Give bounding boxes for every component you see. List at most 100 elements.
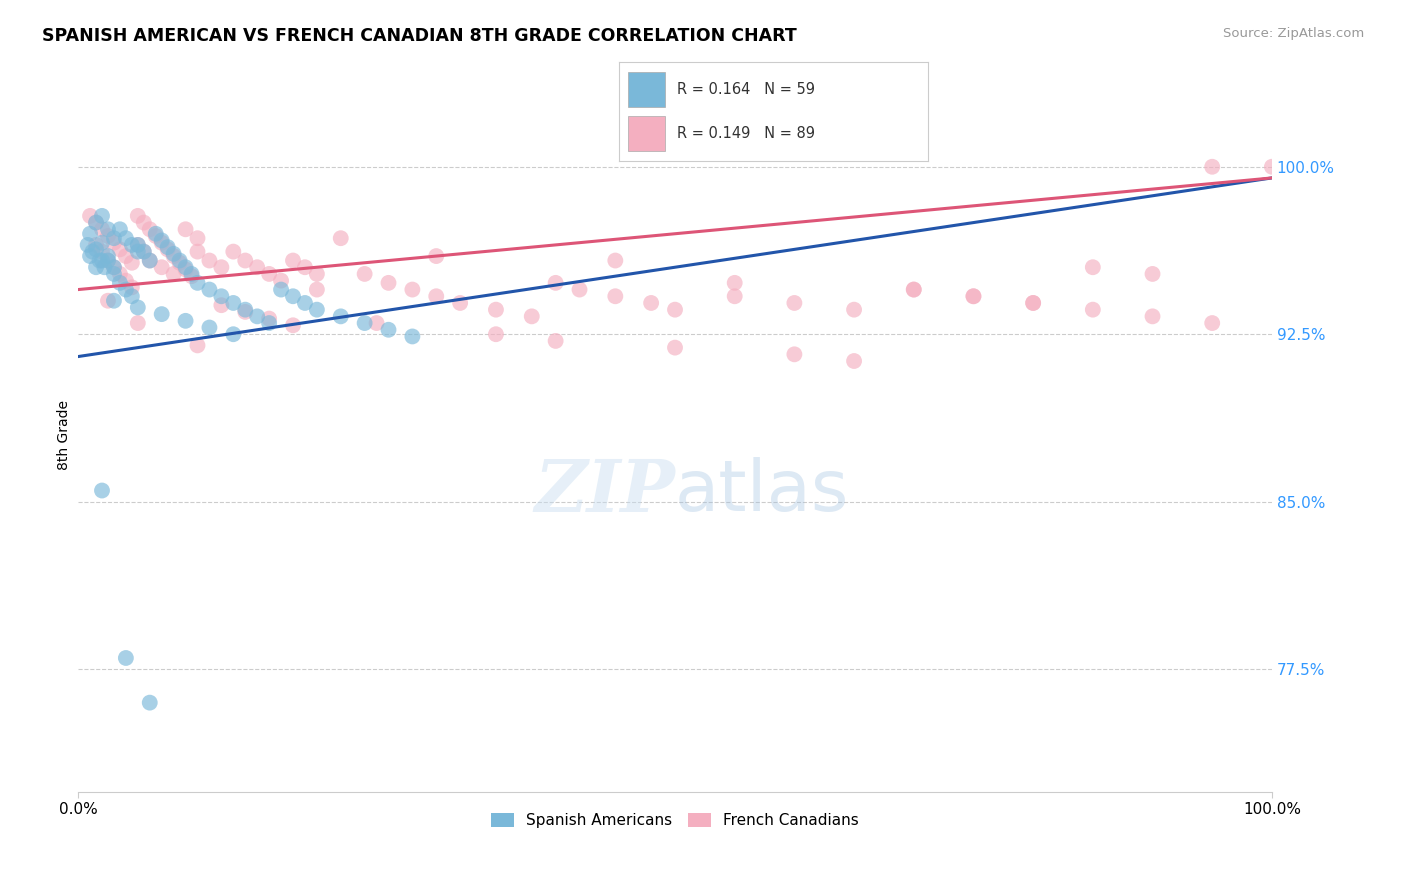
Point: [150, 260, 173, 275]
Point: [233, 305, 256, 319]
Point: [962, 289, 984, 303]
Point: [605, 289, 627, 303]
Point: [121, 256, 143, 270]
Point: [724, 276, 747, 290]
Point: [962, 289, 984, 303]
Text: R = 0.164   N = 59: R = 0.164 N = 59: [678, 82, 815, 97]
Point: [174, 262, 197, 277]
Point: [257, 311, 280, 326]
Point: [145, 229, 167, 244]
Point: [209, 260, 232, 275]
Point: [91, 244, 114, 259]
Point: [132, 244, 155, 259]
Point: [97, 293, 120, 308]
Point: [84, 216, 107, 230]
Point: [186, 338, 208, 352]
Point: [103, 260, 125, 275]
Point: [664, 302, 686, 317]
Point: [150, 234, 173, 248]
Point: [79, 227, 101, 241]
Point: [1081, 260, 1104, 275]
Point: [724, 289, 747, 303]
Point: [425, 289, 447, 303]
Text: SPANISH AMERICAN VS FRENCH CANADIAN 8TH GRADE CORRELATION CHART: SPANISH AMERICAN VS FRENCH CANADIAN 8TH …: [42, 27, 797, 45]
Point: [842, 302, 865, 317]
Point: [485, 302, 508, 317]
Point: [139, 222, 162, 236]
Point: [1022, 296, 1045, 310]
Point: [377, 323, 399, 337]
Point: [180, 269, 202, 284]
Point: [91, 222, 114, 236]
Point: [108, 243, 131, 257]
Bar: [628, 72, 665, 107]
Point: [1142, 310, 1164, 324]
Point: [82, 244, 104, 259]
Point: [664, 341, 686, 355]
Point: [84, 260, 107, 275]
Point: [97, 222, 120, 236]
Point: [222, 327, 245, 342]
Point: [139, 253, 162, 268]
Point: [162, 247, 184, 261]
Point: [169, 253, 191, 268]
Y-axis label: 8th Grade: 8th Grade: [58, 400, 72, 470]
Point: [97, 229, 120, 244]
Point: [281, 253, 304, 268]
Point: [1201, 160, 1223, 174]
Point: [1201, 316, 1223, 330]
Point: [783, 347, 806, 361]
Point: [1022, 296, 1045, 310]
Point: [329, 310, 352, 324]
Point: [91, 253, 114, 268]
Text: R = 0.149   N = 89: R = 0.149 N = 89: [678, 126, 815, 141]
Point: [91, 483, 114, 498]
Point: [121, 280, 143, 294]
Point: [103, 260, 125, 275]
Point: [121, 289, 143, 303]
Point: [270, 274, 292, 288]
Point: [89, 253, 111, 268]
Point: [162, 249, 184, 263]
Point: [294, 296, 316, 310]
Point: [377, 276, 399, 290]
Point: [233, 302, 256, 317]
Point: [108, 267, 131, 281]
Point: [97, 253, 120, 268]
Point: [156, 240, 179, 254]
Point: [103, 235, 125, 250]
Point: [97, 253, 120, 268]
Point: [568, 283, 591, 297]
Point: [257, 267, 280, 281]
Point: [127, 209, 149, 223]
Point: [127, 244, 149, 259]
Point: [198, 253, 221, 268]
Point: [1081, 302, 1104, 317]
Point: [353, 267, 375, 281]
Point: [174, 222, 197, 236]
Point: [115, 283, 138, 297]
Point: [485, 327, 508, 342]
Point: [103, 267, 125, 281]
Point: [281, 289, 304, 303]
Point: [270, 283, 292, 297]
Point: [84, 243, 107, 257]
Point: [132, 244, 155, 259]
Text: Source: ZipAtlas.com: Source: ZipAtlas.com: [1223, 27, 1364, 40]
Point: [842, 354, 865, 368]
Text: ZIP: ZIP: [534, 457, 675, 527]
Point: [108, 276, 131, 290]
Point: [108, 222, 131, 236]
Point: [257, 316, 280, 330]
Point: [115, 249, 138, 263]
Point: [186, 244, 208, 259]
Bar: [628, 117, 665, 151]
Point: [127, 238, 149, 252]
Point: [84, 216, 107, 230]
Point: [76, 238, 98, 252]
Point: [294, 260, 316, 275]
Point: [79, 209, 101, 223]
Point: [305, 302, 328, 317]
Point: [1261, 160, 1284, 174]
Point: [103, 293, 125, 308]
